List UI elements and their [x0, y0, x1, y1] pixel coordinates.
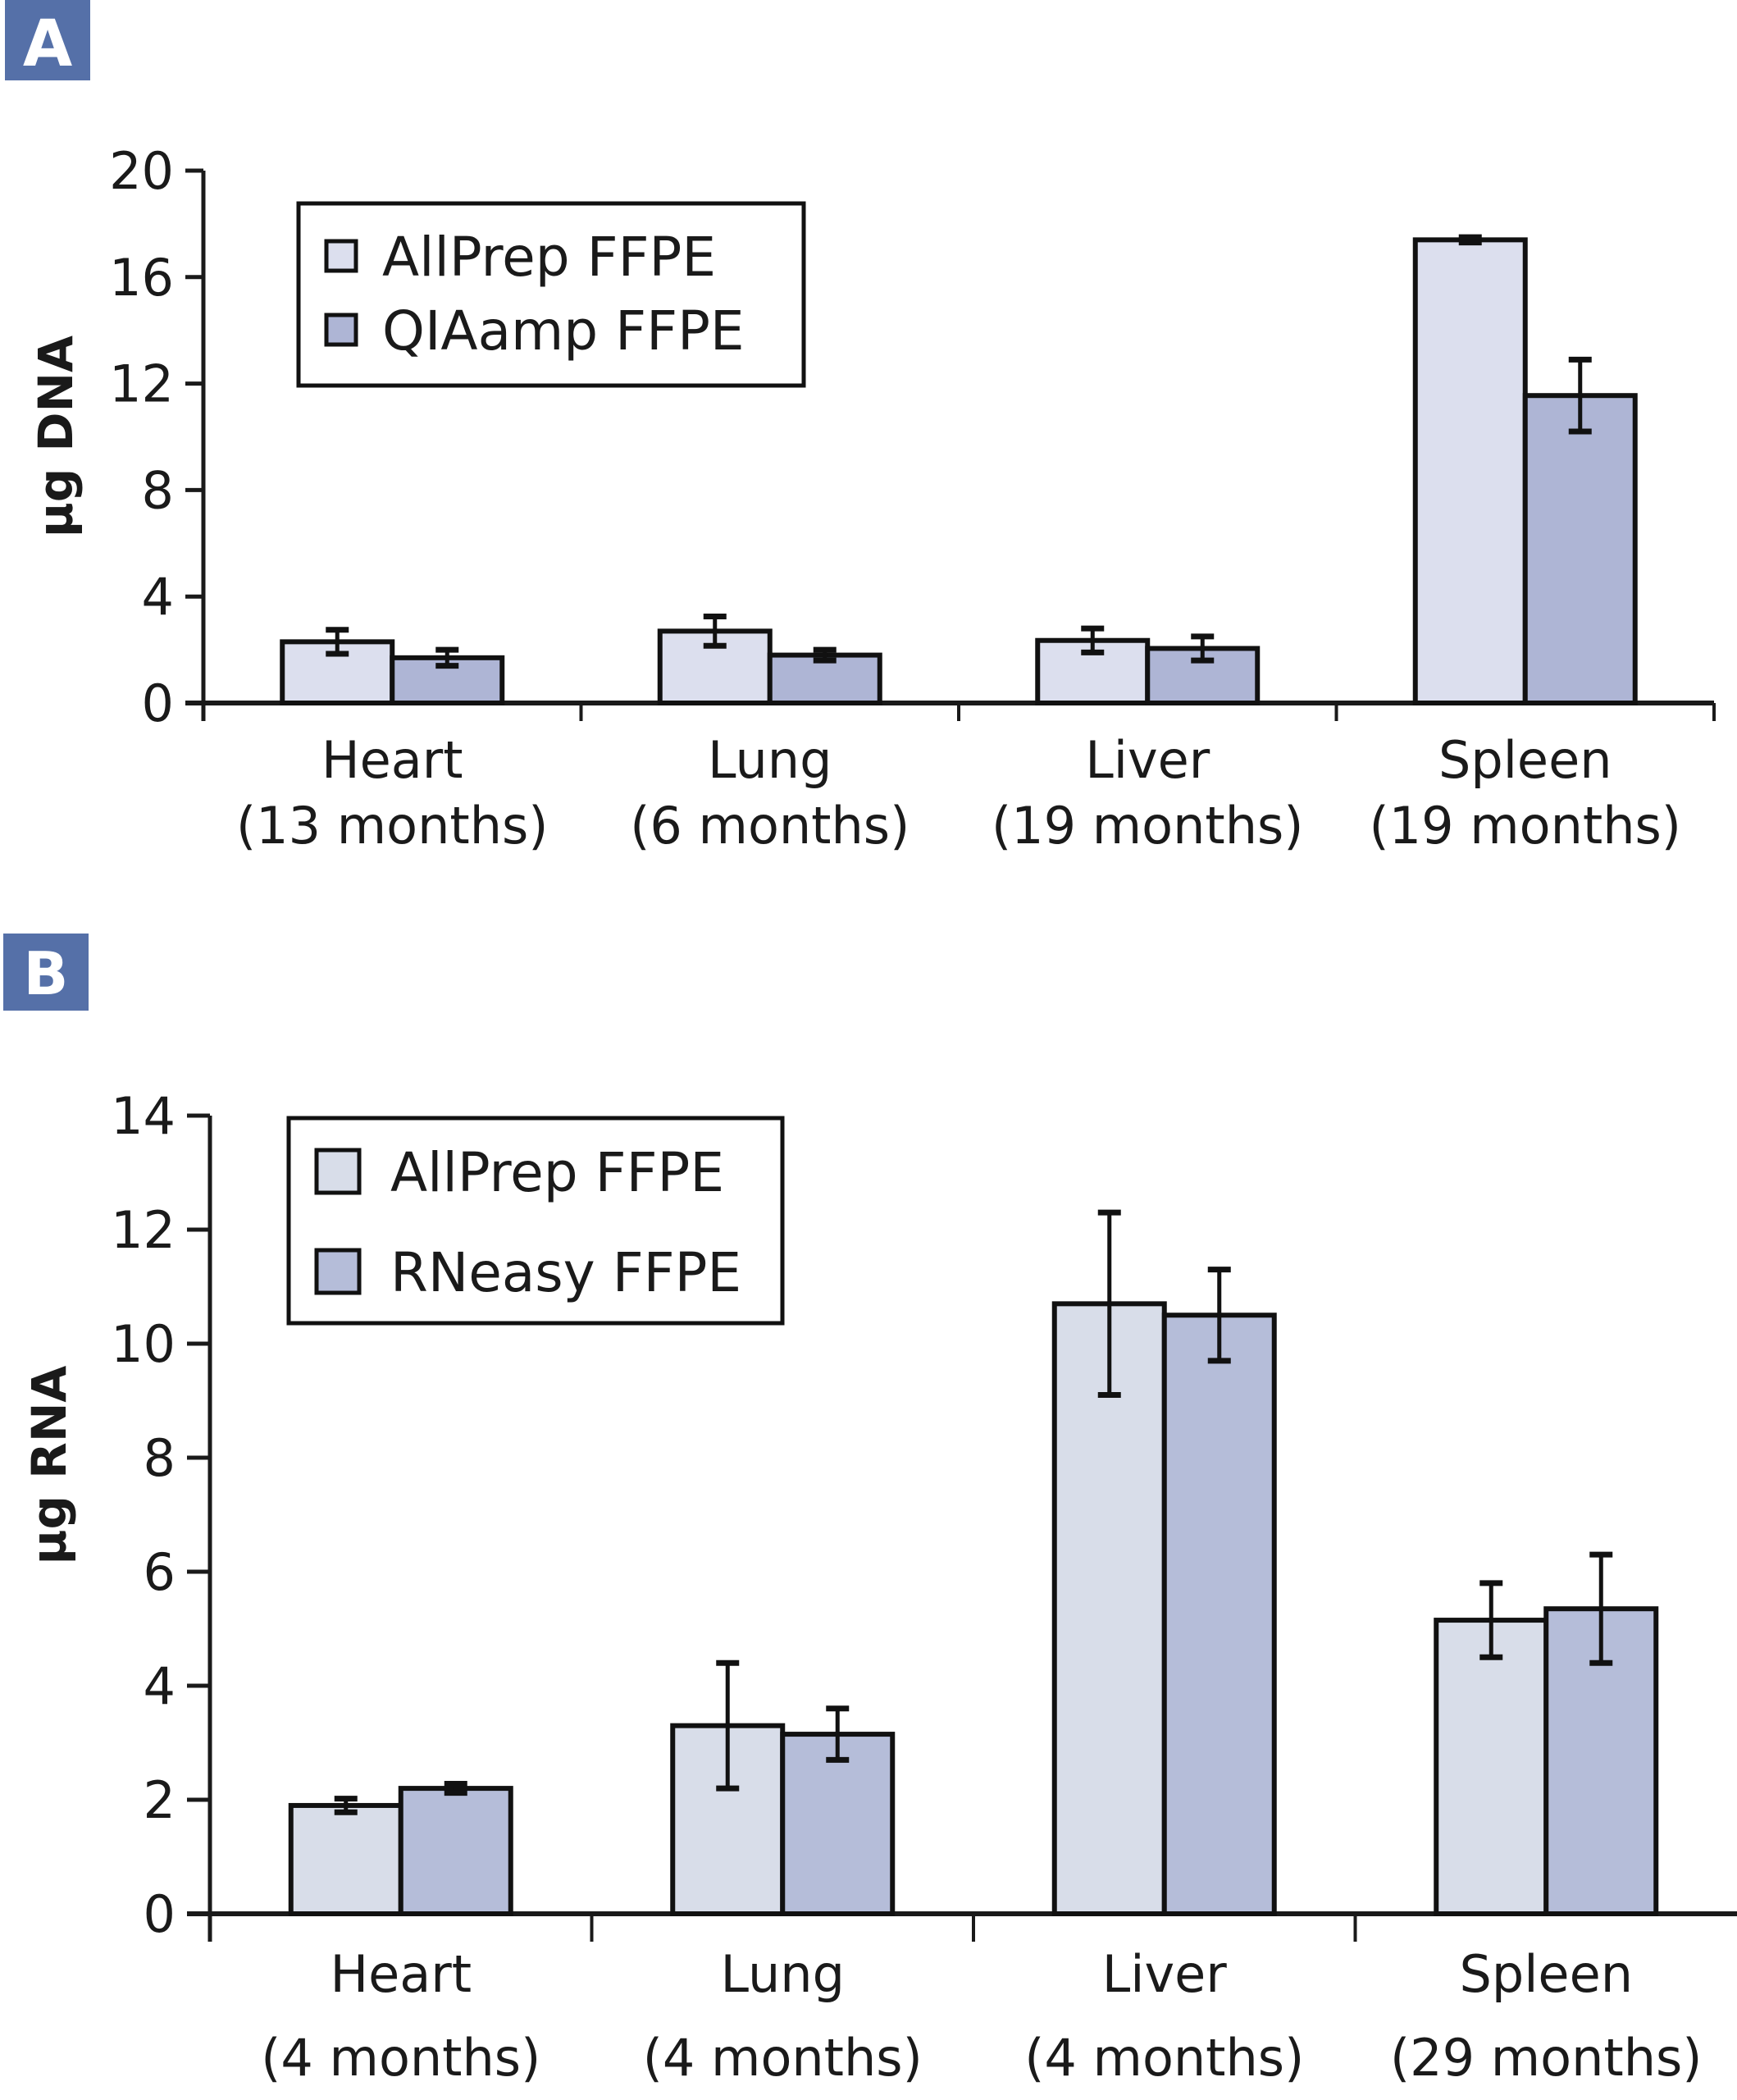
x-category-sublabel: (13 months): [236, 796, 549, 856]
y-axis-title: µg RNA: [21, 1366, 77, 1565]
x-category-sublabel: (19 months): [992, 796, 1304, 856]
y-tick-label: 4: [144, 1656, 176, 1716]
bar-rneasy-ffpe-liver: [1161, 1312, 1277, 1916]
bar-allprep-ffpe-spleen: [1412, 237, 1528, 705]
panel-a-chart: 0 4 8 12 16 20 µg DNA Heart(13 months) Lung(6 mo…: [28, 141, 1716, 856]
panel-b-badge: [3, 934, 89, 1011]
panel-b-letter: B: [24, 939, 69, 1008]
legend-swatch: [324, 239, 358, 273]
y-tick-label: 12: [111, 1200, 176, 1260]
x-category-label: Lung: [721, 1944, 845, 2004]
y-axis-title: µg DNA: [28, 336, 84, 537]
legend-label: RNeasy FFPE: [390, 1241, 741, 1304]
legend-label: QIAamp FFPE: [382, 299, 745, 363]
x-category-label: Liver: [1085, 730, 1210, 790]
y-tick-label: 10: [111, 1314, 176, 1374]
y-tick-label: 8: [142, 460, 174, 520]
legend-box: [286, 1116, 785, 1326]
panel-a-letter: A: [23, 7, 72, 81]
bar-qiaamp-ffpe-spleen: [1522, 393, 1638, 705]
x-category-label: Lung: [708, 730, 832, 790]
y-tick-label: 6: [144, 1542, 176, 1602]
y-tick-label: 2: [144, 1770, 176, 1830]
x-category-sublabel: (6 months): [630, 796, 910, 856]
y-tick-label: 0: [142, 673, 174, 733]
x-category-sublabel: (4 months): [261, 2028, 540, 2088]
x-category-label: Heart: [330, 1944, 472, 2004]
x-category-label: Liver: [1102, 1944, 1228, 2004]
panel-b-chart: 0 2 4 6 8 10 12 14 µg RNA Heart (4 months) Lung (4 m…: [21, 1086, 1737, 2088]
legend-swatch: [324, 313, 358, 347]
legend-label: AllPrep FFPE: [390, 1141, 724, 1204]
x-category-label: Spleen: [1459, 1944, 1633, 2004]
x-category-sublabel: (4 months): [643, 2028, 923, 2088]
x-category-sublabel: (29 months): [1390, 2028, 1703, 2088]
x-category-sublabel: (4 months): [1024, 2028, 1304, 2088]
y-tick-label: 16: [109, 248, 174, 308]
legend-box: [296, 201, 806, 388]
x-category-sublabel: (19 months): [1369, 796, 1681, 856]
y-tick-label: 14: [111, 1086, 176, 1146]
y-tick-label: 4: [142, 567, 174, 627]
y-tick-label: 12: [109, 354, 174, 414]
x-category-label: Spleen: [1438, 730, 1612, 790]
bar-rneasy-ffpe-heart: [398, 1786, 513, 1917]
panel-a-badge: [5, 0, 90, 80]
legend-swatch: [314, 1148, 362, 1195]
bar-allprep-ffpe-heart: [288, 1802, 403, 1916]
y-tick-label: 20: [109, 141, 174, 201]
bar-allprep-ffpe-spleen: [1434, 1618, 1549, 1916]
x-category-label: Heart: [321, 730, 463, 790]
y-tick-label: 0: [144, 1884, 176, 1944]
y-tick-label: 8: [144, 1428, 176, 1488]
legend-swatch: [314, 1248, 362, 1295]
bar-rneasy-ffpe-lung: [780, 1732, 896, 1916]
legend-label: AllPrep FFPE: [382, 226, 716, 289]
